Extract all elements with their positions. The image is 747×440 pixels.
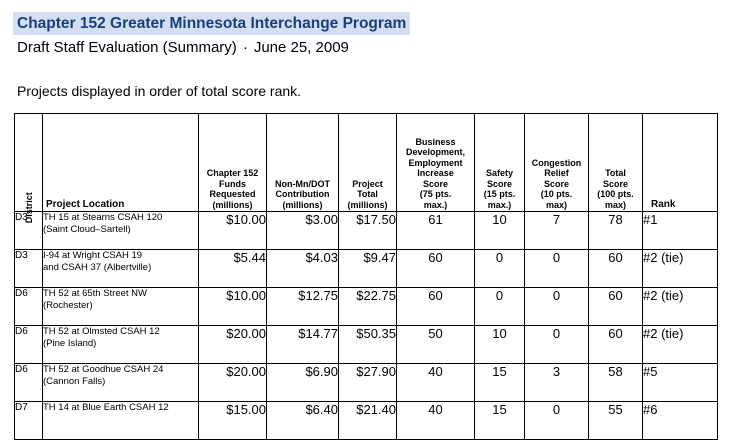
funds-cell: $20.00 <box>198 325 267 364</box>
document-subtitle: Draft Staff Evaluation (Summary) · June 25… <box>17 39 349 56</box>
congestion-score-cell: 0 <box>524 325 589 364</box>
project-total-cell: $9.47 <box>338 249 397 288</box>
business-score-cell: 40 <box>396 363 475 402</box>
funds-cell: $10.00 <box>198 211 267 250</box>
district-cell: D6 <box>14 363 43 402</box>
location-line-1: I-94 at Wright CSAH 19 <box>43 250 143 261</box>
congestion-score-cell: 0 <box>524 249 589 288</box>
location-line-2: (Pine Island) <box>43 337 97 349</box>
total-score-cell: 60 <box>588 249 643 288</box>
table-row: D6 TH 52 at 65th Street NW (Rochester) $10.… <box>14 287 718 326</box>
location-cell: I-94 at Wright CSAH 19 and CSAH 37 (Alber… <box>42 249 199 288</box>
congestion-score-cell: 0 <box>524 287 589 326</box>
total-score-cell: 60 <box>588 287 643 326</box>
total-score-cell: 58 <box>588 363 643 402</box>
column-header-district: District <box>14 113 43 223</box>
total-score-cell: 60 <box>588 325 643 364</box>
location-cell: TH 15 at Stearns CSAH 120 (Saint Cloud–Sa… <box>42 211 199 250</box>
column-header-business-score: Business Development, Employment Increase Sc… <box>396 113 475 212</box>
district-cell: D3 <box>14 249 43 288</box>
business-score-cell: 40 <box>396 401 475 440</box>
table-row: D6 TH 52 at Olmsted CSAH 12 (Pine Island) $… <box>14 325 718 364</box>
project-total-cell: $27.90 <box>338 363 397 402</box>
nonmndot-cell: $6.40 <box>266 401 339 440</box>
location-line-1: TH 14 at Blue Earth CSAH 12 <box>43 402 169 413</box>
total-score-cell: 55 <box>588 401 643 440</box>
district-cell: D6 <box>14 325 43 364</box>
safety-score-cell: 15 <box>474 401 525 440</box>
location-cell: TH 52 at Olmsted CSAH 12 (Pine Island) <box>42 325 199 364</box>
column-header-funds: Chapter 152 Funds Requested (millions) <box>198 113 267 212</box>
project-total-cell: $50.35 <box>338 325 397 364</box>
nonmndot-cell: $3.00 <box>266 211 339 250</box>
project-total-cell: $17.50 <box>338 211 397 250</box>
table-row: D7 TH 14 at Blue Earth CSAH 12 $15.00 $6.40… <box>14 401 718 440</box>
subtitle-date: June 25, 2009 <box>253 39 349 56</box>
location-cell: TH 14 at Blue Earth CSAH 12 <box>42 401 199 440</box>
funds-cell: $5.44 <box>198 249 267 288</box>
safety-score-cell: 10 <box>474 211 525 250</box>
total-score-cell: 78 <box>588 211 643 250</box>
projects-table: District Project Location Chapter 152 Fun… <box>14 113 718 440</box>
safety-score-cell: 0 <box>474 249 525 288</box>
column-header-project-total: Project Total (millions) <box>338 113 397 212</box>
column-header-nonmndot: Non-Mn/DOT Contribution (millions) <box>266 113 339 212</box>
business-score-cell: 60 <box>396 249 475 288</box>
nonmndot-cell: $6.90 <box>266 363 339 402</box>
column-header-location: Project Location <box>42 113 199 212</box>
rank-cell: #2 (tie) <box>642 249 718 288</box>
business-score-cell: 60 <box>396 287 475 326</box>
safety-score-cell: 0 <box>474 287 525 326</box>
nonmndot-cell: $14.77 <box>266 325 339 364</box>
nonmndot-cell: $4.03 <box>266 249 339 288</box>
table-row: D6 TH 52 at Goodhue CSAH 24 (Cannon Falls)… <box>14 363 718 402</box>
funds-cell: $20.00 <box>198 363 267 402</box>
safety-score-cell: 10 <box>474 325 525 364</box>
district-cell: D3 <box>14 211 43 250</box>
congestion-score-cell: 3 <box>524 363 589 402</box>
column-header-congestion-score: Congestion Relief Score (10 pts. max) <box>524 113 589 212</box>
subtitle-label: Draft Staff Evaluation (Summary) <box>17 39 237 56</box>
location-line-1: TH 52 at Olmsted CSAH 12 <box>43 326 160 337</box>
district-cell: D6 <box>14 287 43 326</box>
order-note: Projects displayed in order of total sco… <box>17 83 302 99</box>
rank-cell: #2 (tie) <box>642 287 718 326</box>
congestion-score-cell: 0 <box>524 401 589 440</box>
funds-cell: $15.00 <box>198 401 267 440</box>
district-cell: D7 <box>14 401 43 440</box>
business-score-cell: 50 <box>396 325 475 364</box>
location-cell: TH 52 at 65th Street NW (Rochester) <box>42 287 199 326</box>
business-score-cell: 61 <box>396 211 475 250</box>
congestion-score-cell: 7 <box>524 211 589 250</box>
location-line-2: (Cannon Falls) <box>43 375 106 387</box>
rank-cell: #5 <box>642 363 718 402</box>
safety-score-cell: 15 <box>474 363 525 402</box>
project-total-cell: $21.40 <box>338 401 397 440</box>
table-row: D3 I-94 at Wright CSAH 19 and CSAH 37 (Alb… <box>14 249 718 288</box>
location-cell: TH 52 at Goodhue CSAH 24 (Cannon Falls) <box>42 363 199 402</box>
rank-cell: #1 <box>642 211 718 250</box>
subtitle-separator: · <box>242 39 248 56</box>
column-header-safety-score: Safety Score (15 pts. max.) <box>474 113 525 212</box>
location-line-1: TH 52 at Goodhue CSAH 24 <box>43 364 164 375</box>
nonmndot-cell: $12.75 <box>266 287 339 326</box>
column-header-total-score: Total Score (100 pts. max) <box>588 113 643 212</box>
project-total-cell: $22.75 <box>338 287 397 326</box>
rank-cell: #6 <box>642 401 718 440</box>
table-row: D3 TH 15 at Stearns CSAH 120 (Saint Cloud–… <box>14 211 718 250</box>
location-line-2: (Saint Cloud–Sartell) <box>43 223 131 235</box>
header-row: District Project Location Chapter 152 Fun… <box>14 113 718 223</box>
funds-cell: $10.00 <box>198 287 267 326</box>
document-title: Chapter 152 Greater Minnesota Interchang… <box>13 12 411 35</box>
location-line-2: (Rochester) <box>43 299 93 311</box>
column-header-rank: Rank <box>642 113 718 212</box>
location-line-1: TH 52 at 65th Street NW <box>43 288 148 299</box>
location-line-1: TH 15 at Stearns CSAH 120 <box>43 212 163 223</box>
rank-cell: #2 (tie) <box>642 325 718 364</box>
location-line-2: and CSAH 37 (Albertville) <box>43 261 152 273</box>
